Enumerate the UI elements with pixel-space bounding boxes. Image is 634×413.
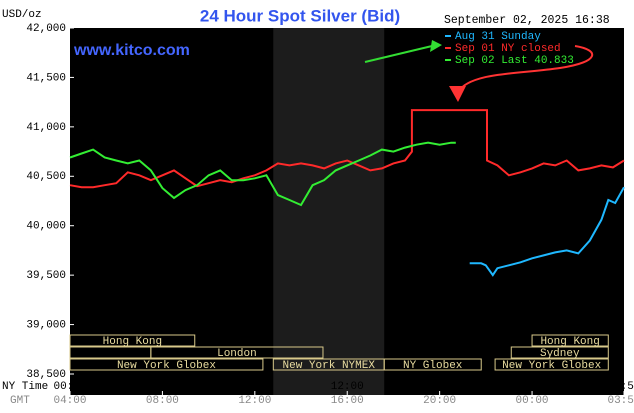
session-box bbox=[150, 346, 324, 359]
session-label: New York NYMEX bbox=[283, 360, 376, 372]
session-label: New York Globex bbox=[117, 360, 216, 372]
y-tick-label: 41,500 bbox=[26, 72, 66, 84]
legend-label: Sep 01 NY closed bbox=[455, 43, 561, 55]
series-line bbox=[69, 141, 456, 207]
gmt-tick-label: 20:00 bbox=[423, 395, 456, 407]
session-label: London bbox=[217, 348, 257, 360]
session-label: New York Globex bbox=[502, 360, 601, 372]
site-label: www.kitco.com bbox=[73, 42, 190, 59]
legend-swatch bbox=[445, 59, 451, 61]
session-box bbox=[531, 334, 609, 347]
x-tick-label: 00:00 bbox=[53, 381, 86, 393]
legend-label: Sep 02 Last 40.833 bbox=[455, 55, 574, 67]
session-label: NY Globex bbox=[403, 360, 463, 372]
y-tick-label: 41,000 bbox=[26, 122, 66, 134]
annotation-arrowhead bbox=[430, 40, 442, 52]
gmt-tick-label: 16:00 bbox=[331, 395, 364, 407]
y-tick-label: 40,000 bbox=[26, 221, 66, 233]
y-tick-label: 39,500 bbox=[26, 270, 66, 282]
session-box bbox=[510, 346, 609, 359]
annotation-arrow bbox=[364, 45, 433, 63]
session-box bbox=[69, 358, 264, 371]
x-tick-label: 12:00 bbox=[331, 381, 364, 393]
x-tick-label: 16:00 bbox=[423, 381, 456, 393]
x-tick-label: 08:00 bbox=[238, 381, 271, 393]
chart-title: 24 Hour Spot Silver (Bid) bbox=[200, 6, 400, 25]
unit-label: USD/oz bbox=[2, 9, 42, 21]
legend-swatch bbox=[445, 47, 451, 49]
session-box bbox=[494, 358, 609, 371]
legend-swatch bbox=[445, 35, 451, 37]
annotation-arrow bbox=[457, 45, 594, 93]
legend-label: Aug 31 Sunday bbox=[455, 31, 541, 43]
timestamp: September 02, 2025 16:38 bbox=[444, 14, 610, 27]
session-label: Hong Kong bbox=[103, 336, 162, 348]
annotation-arrowhead bbox=[449, 86, 466, 102]
session-box bbox=[383, 358, 482, 371]
session-shade bbox=[273, 28, 385, 395]
ny-time-label: NY Time bbox=[2, 381, 48, 393]
y-tick-label: 40,500 bbox=[26, 171, 66, 183]
y-tick-label: 38,500 bbox=[26, 369, 66, 381]
gmt-tick-label: 12:00 bbox=[238, 395, 271, 407]
session-label: Hong Kong bbox=[540, 336, 599, 348]
gmt-tick-label: 03:59 bbox=[607, 395, 634, 407]
y-tick-label: 39,000 bbox=[26, 319, 66, 331]
y-tick-label: 42,000 bbox=[26, 23, 66, 35]
x-tick-label: 20:00 bbox=[516, 381, 549, 393]
gmt-tick-label: 04:00 bbox=[53, 395, 86, 407]
gmt-tick-label: 00:00 bbox=[516, 395, 549, 407]
x-tick-label: 04:00 bbox=[146, 381, 179, 393]
session-label: Sydney bbox=[540, 348, 580, 360]
series-line bbox=[469, 186, 625, 277]
gmt-tick-label: 08:00 bbox=[146, 395, 179, 407]
x-tick-label: 23:59 bbox=[607, 381, 634, 393]
gmt-label: GMT bbox=[10, 395, 30, 407]
session-box bbox=[69, 334, 196, 347]
